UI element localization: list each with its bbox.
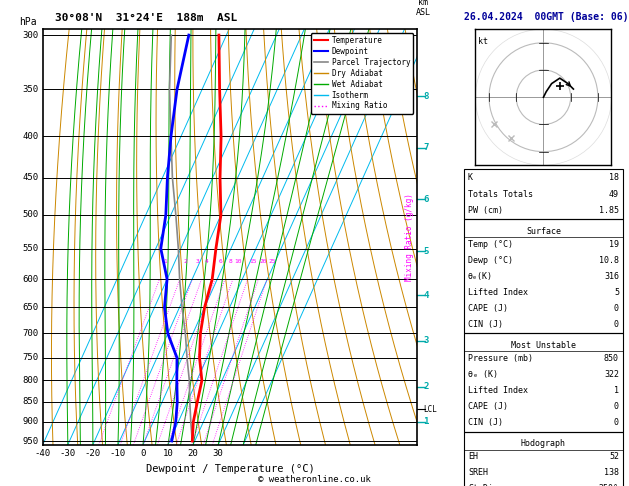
Text: 2: 2 — [183, 259, 187, 264]
Text: 2: 2 — [423, 382, 429, 391]
Text: km
ASL: km ASL — [416, 0, 431, 17]
Text: StmDir: StmDir — [468, 484, 498, 486]
Text: 8: 8 — [423, 92, 429, 101]
Text: 850: 850 — [604, 354, 619, 363]
Text: -20: -20 — [85, 449, 101, 458]
Text: CIN (J): CIN (J) — [468, 320, 503, 329]
Text: 500: 500 — [22, 210, 38, 220]
Text: EH: EH — [468, 452, 478, 461]
Text: 350: 350 — [22, 85, 38, 94]
Text: 20: 20 — [188, 449, 199, 458]
Text: CIN (J): CIN (J) — [468, 418, 503, 427]
Text: 900: 900 — [22, 417, 38, 426]
Text: 10: 10 — [163, 449, 174, 458]
Text: 400: 400 — [22, 132, 38, 141]
Text: -40: -40 — [35, 449, 51, 458]
Text: 850: 850 — [22, 398, 38, 406]
Text: 0: 0 — [614, 418, 619, 427]
Text: -10: -10 — [110, 449, 126, 458]
Text: 52: 52 — [609, 452, 619, 461]
Text: 950: 950 — [22, 436, 38, 446]
Text: 550: 550 — [22, 244, 38, 253]
Text: 30: 30 — [213, 449, 223, 458]
Text: Pressure (mb): Pressure (mb) — [468, 354, 533, 363]
Text: 1.85: 1.85 — [599, 206, 619, 214]
Text: © weatheronline.co.uk: © weatheronline.co.uk — [258, 474, 371, 484]
Text: 10: 10 — [234, 259, 242, 264]
Text: 1: 1 — [614, 386, 619, 395]
Text: 6: 6 — [423, 194, 429, 204]
Text: 20: 20 — [260, 259, 267, 264]
Text: hPa: hPa — [19, 17, 36, 27]
Text: 316: 316 — [604, 272, 619, 280]
Text: 138: 138 — [604, 468, 619, 477]
Text: Hodograph: Hodograph — [521, 439, 566, 448]
Text: SREH: SREH — [468, 468, 488, 477]
Text: 322: 322 — [604, 370, 619, 379]
Text: 3: 3 — [196, 259, 199, 264]
Text: θₑ (K): θₑ (K) — [468, 370, 498, 379]
Text: 450: 450 — [22, 174, 38, 182]
Text: 49: 49 — [609, 190, 619, 198]
Text: 650: 650 — [22, 303, 38, 312]
Text: kt: kt — [478, 37, 488, 46]
Text: Lifted Index: Lifted Index — [468, 386, 528, 395]
Text: 26.04.2024  00GMT (Base: 06): 26.04.2024 00GMT (Base: 06) — [464, 12, 629, 22]
Text: Dewp (°C): Dewp (°C) — [468, 256, 513, 264]
Text: 600: 600 — [22, 275, 38, 284]
Text: CAPE (J): CAPE (J) — [468, 304, 508, 312]
Text: 1: 1 — [423, 417, 429, 426]
Text: 0: 0 — [614, 304, 619, 312]
Text: 4: 4 — [205, 259, 209, 264]
Text: 0: 0 — [614, 320, 619, 329]
Text: 800: 800 — [22, 376, 38, 385]
Text: 19: 19 — [609, 240, 619, 248]
Text: 30°08'N  31°24'E  188m  ASL: 30°08'N 31°24'E 188m ASL — [55, 13, 238, 23]
Text: Dewpoint / Temperature (°C): Dewpoint / Temperature (°C) — [145, 464, 314, 474]
Text: 6: 6 — [218, 259, 222, 264]
Text: Mixing Ratio (g/kg): Mixing Ratio (g/kg) — [405, 193, 414, 281]
Text: Surface: Surface — [526, 227, 561, 236]
Text: 5: 5 — [614, 288, 619, 296]
Text: θₑ(K): θₑ(K) — [468, 272, 493, 280]
Text: 7: 7 — [423, 143, 429, 152]
Text: LCL: LCL — [423, 405, 437, 414]
Text: 8: 8 — [228, 259, 232, 264]
Text: 750: 750 — [22, 353, 38, 362]
Text: Lifted Index: Lifted Index — [468, 288, 528, 296]
Text: 15: 15 — [249, 259, 257, 264]
Legend: Temperature, Dewpoint, Parcel Trajectory, Dry Adiabat, Wet Adiabat, Isotherm, Mi: Temperature, Dewpoint, Parcel Trajectory… — [311, 33, 413, 114]
Text: 25: 25 — [269, 259, 276, 264]
Text: K: K — [468, 174, 473, 182]
Text: 0: 0 — [140, 449, 146, 458]
Text: CAPE (J): CAPE (J) — [468, 402, 508, 411]
Text: -30: -30 — [60, 449, 76, 458]
Text: 300: 300 — [22, 31, 38, 39]
Text: 5: 5 — [423, 246, 429, 256]
Text: 1: 1 — [163, 259, 167, 264]
Text: 3: 3 — [423, 336, 429, 346]
Text: 18: 18 — [609, 174, 619, 182]
Text: 250°: 250° — [599, 484, 619, 486]
Text: Most Unstable: Most Unstable — [511, 341, 576, 350]
Text: 0: 0 — [614, 402, 619, 411]
Text: Temp (°C): Temp (°C) — [468, 240, 513, 248]
Text: 4: 4 — [423, 291, 429, 300]
Text: Totals Totals: Totals Totals — [468, 190, 533, 198]
Text: PW (cm): PW (cm) — [468, 206, 503, 214]
Text: 700: 700 — [22, 329, 38, 338]
Text: 10.8: 10.8 — [599, 256, 619, 264]
